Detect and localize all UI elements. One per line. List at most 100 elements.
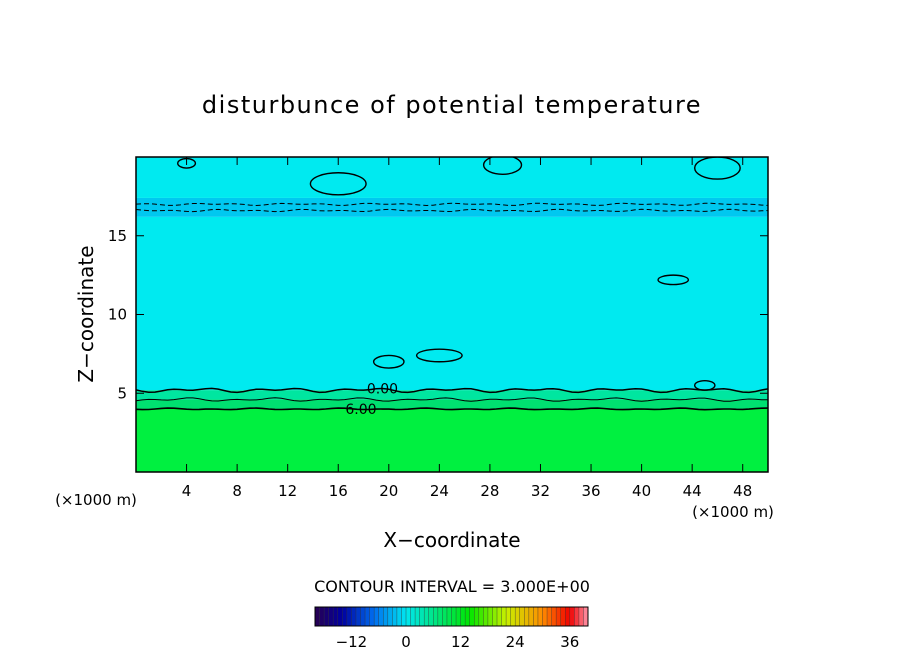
x-tick-label-28: 28	[480, 482, 499, 500]
x-tick-label-4: 4	[182, 482, 192, 500]
field-band-3	[136, 216, 768, 391]
field-band-0	[136, 409, 768, 472]
x-tick-label-44: 44	[683, 482, 702, 500]
contour-lines	[136, 157, 768, 411]
colorbar-segment	[433, 607, 439, 626]
colorbar-segment	[369, 607, 375, 626]
x-tick-label-32: 32	[531, 482, 550, 500]
contour-neg-3-upper	[136, 202, 768, 207]
colorbar-segment	[483, 607, 489, 626]
field-band-2	[136, 390, 768, 400]
x-tick-label-36: 36	[581, 482, 600, 500]
colorbar-tick-label-4: 36	[560, 633, 579, 651]
x-axis-unit-right: (×1000 m)	[692, 503, 774, 521]
x-axis-unit-left: (×1000 m)	[55, 491, 137, 509]
colorbar-segment	[374, 607, 379, 626]
field-band-5	[136, 157, 768, 198]
x-tick-label-16: 16	[329, 482, 348, 500]
colorbar-segment	[328, 607, 334, 626]
contour-label-0: 0.00	[367, 382, 398, 398]
field-band-1	[136, 399, 768, 409]
x-tick-label-40: 40	[632, 482, 651, 500]
colorbar-segment	[547, 607, 552, 626]
colorbar-segment	[410, 607, 416, 626]
contour-interval-text: CONTOUR INTERVAL = 3.000E+00	[314, 577, 590, 596]
colorbar-segment	[469, 607, 475, 626]
colorbar-segment	[501, 607, 507, 626]
y-tick-label-15: 15	[108, 227, 127, 245]
colorbar-tick-label-0: −12	[336, 633, 368, 651]
colorbar-segment	[524, 607, 530, 626]
colorbar-segment	[387, 607, 393, 626]
colorbar-segment	[442, 607, 448, 626]
colorbar-segment	[333, 607, 339, 626]
colorbar-segment	[551, 607, 557, 626]
x-tick-label-12: 12	[278, 482, 297, 500]
colorbar-segment	[497, 607, 502, 626]
colorbar-segment	[428, 607, 434, 626]
colorbar-frame	[314, 606, 589, 627]
colorbar-segment	[424, 607, 430, 626]
colorbar-segment	[360, 607, 366, 626]
contour-blob-2	[693, 157, 741, 180]
colorbar-segment	[355, 607, 361, 626]
colorbar-segment	[446, 607, 452, 626]
contour-blob-5	[415, 348, 463, 363]
chart-title: disturbunce of potential temperature	[202, 91, 702, 119]
colorbar-segment	[319, 607, 325, 626]
colorbar-segment	[437, 607, 443, 626]
contour-blob-6	[657, 274, 690, 286]
x-tick-label-20: 20	[379, 482, 398, 500]
colorbar-segment	[537, 607, 543, 626]
colorbar-tick-label-2: 12	[451, 633, 470, 651]
colorbar-segment	[396, 607, 402, 626]
contour-6	[136, 407, 768, 411]
contour-3	[136, 397, 768, 402]
colorbar-segment	[569, 607, 575, 626]
colorbar-segment	[419, 607, 425, 626]
field-band-4	[136, 197, 768, 217]
colorbar-segment	[406, 607, 411, 626]
colorbar-segment	[583, 607, 589, 626]
colorbar-segment	[510, 607, 516, 626]
colorbar-segment	[474, 607, 480, 626]
colorbar-segment	[542, 607, 548, 626]
colorbar-tick-label-3: 24	[506, 633, 525, 651]
colorbar	[314, 607, 589, 626]
colorbar-segment	[528, 607, 534, 626]
colorbar-segment	[574, 607, 580, 626]
colorbar-segment	[456, 607, 461, 626]
colorbar-segment	[460, 607, 466, 626]
colorbar-segment	[451, 607, 457, 626]
colorbar-segment	[365, 607, 370, 626]
colorbar-segment	[578, 607, 584, 626]
colorbar-segment	[324, 607, 329, 626]
y-tick-label-10: 10	[108, 306, 127, 324]
colorbar-segment	[506, 607, 511, 626]
y-axis-label: Z−coordinate	[74, 245, 98, 382]
colorbar-segment	[515, 607, 521, 626]
colorbar-segment	[383, 607, 389, 626]
colorbar-segment	[392, 607, 398, 626]
x-tick-label-8: 8	[232, 482, 242, 500]
contour-blob-1	[482, 157, 523, 176]
colorbar-segment	[351, 607, 357, 626]
colorbar-segment	[465, 607, 470, 626]
colorbar-segment	[342, 607, 348, 626]
y-tick-label-5: 5	[117, 384, 127, 402]
x-axis-label: X−coordinate	[383, 528, 520, 552]
contour-labels: 0.00 6.00	[345, 382, 398, 418]
colorbar-tick-label-1: 0	[401, 633, 411, 651]
contour-neg-3-lower	[136, 208, 768, 213]
colorbar-ticks: −12 0 12 24 36	[336, 633, 580, 651]
contour-label-1: 6.00	[345, 402, 376, 418]
colorbar-segment	[560, 607, 566, 626]
colorbar-segment	[378, 607, 384, 626]
colorbar-segment	[492, 607, 498, 626]
contour-blob-7	[693, 379, 716, 391]
x-axis: 4 8 12 16 20 24 28 32 36 40 44 48	[182, 157, 752, 500]
contour-blob-0	[309, 172, 367, 196]
colorbar-segment	[337, 607, 343, 626]
colorbar-segment	[478, 607, 484, 626]
